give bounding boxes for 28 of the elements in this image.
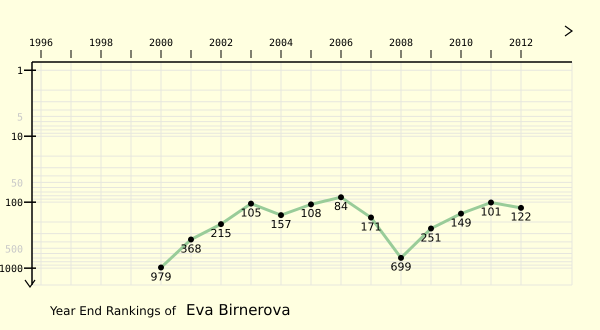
x-tick-label: 2008 [388,38,414,49]
x-tick-label: 2004 [268,38,294,49]
text: Eva Birnerova [186,301,291,319]
y-tick-label: 1 [16,66,23,78]
data-label: 149 [450,216,472,230]
x-tick-label: 2002 [208,38,234,49]
x-tick-label: 2012 [508,38,534,49]
data-label: 105 [240,206,262,220]
y-tick-label: 100 [4,198,23,210]
x-tick-label: 2006 [328,38,354,49]
data-label: 368 [180,242,202,256]
y-tick-label: 1000 [0,264,23,276]
x-tick-label: 2000 [148,38,174,49]
data-label: 157 [270,218,292,231]
data-label: 84 [334,200,348,213]
y-tick-label: 10 [10,132,23,144]
data-label: 979 [150,270,172,284]
data-label: 122 [510,210,532,224]
data-label: 101 [480,205,502,218]
data-label: 251 [420,231,442,244]
x-tick-label: 1996 [28,38,54,49]
data-label: 108 [300,207,322,220]
x-tick-label: 2010 [448,38,474,49]
x-tick-label: 1998 [88,38,114,49]
data-label: 171 [360,220,382,234]
text: Year End Rankings of [50,304,176,318]
data-label: 699 [390,260,412,274]
data-label: 215 [210,226,232,240]
